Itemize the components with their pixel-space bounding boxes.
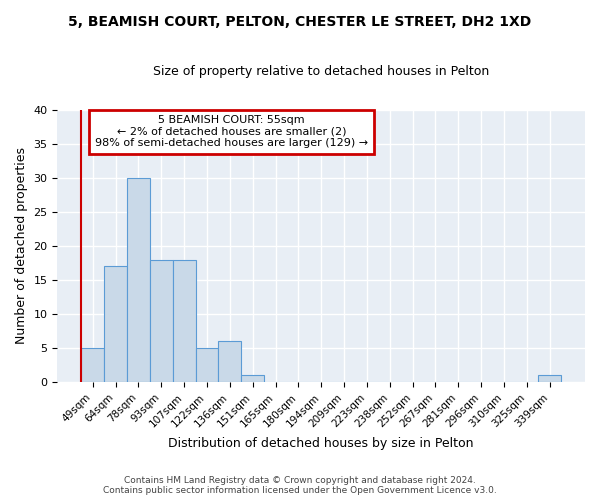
Text: 5, BEAMISH COURT, PELTON, CHESTER LE STREET, DH2 1XD: 5, BEAMISH COURT, PELTON, CHESTER LE STR… <box>68 15 532 29</box>
Bar <box>196 348 218 382</box>
Bar <box>150 260 173 382</box>
Text: 5 BEAMISH COURT: 55sqm
← 2% of detached houses are smaller (2)
98% of semi-detac: 5 BEAMISH COURT: 55sqm ← 2% of detached … <box>95 115 368 148</box>
Bar <box>104 266 127 382</box>
Bar <box>82 348 104 382</box>
Bar <box>173 260 196 382</box>
Bar <box>538 376 561 382</box>
Bar <box>241 376 264 382</box>
Text: Contains HM Land Registry data © Crown copyright and database right 2024.
Contai: Contains HM Land Registry data © Crown c… <box>103 476 497 495</box>
Y-axis label: Number of detached properties: Number of detached properties <box>15 148 28 344</box>
Title: Size of property relative to detached houses in Pelton: Size of property relative to detached ho… <box>153 65 490 78</box>
Bar <box>127 178 150 382</box>
Bar <box>218 341 241 382</box>
X-axis label: Distribution of detached houses by size in Pelton: Distribution of detached houses by size … <box>169 437 474 450</box>
